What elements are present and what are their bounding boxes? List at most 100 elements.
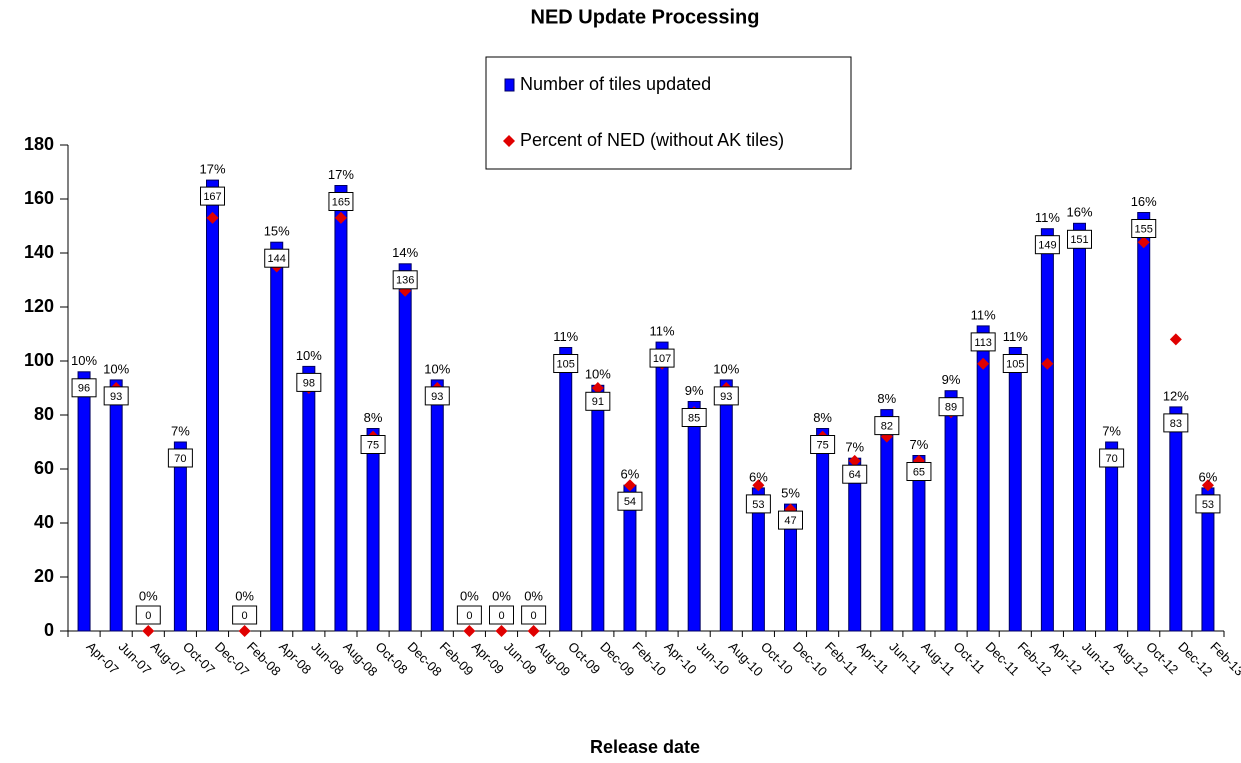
- percent-label: 8%: [364, 410, 383, 425]
- percent-label: 17%: [199, 162, 225, 177]
- x-tick-label: Dec-08: [405, 639, 445, 679]
- percent-marker: [334, 211, 347, 224]
- value-label-box: [521, 605, 547, 625]
- percent-label: 6%: [749, 469, 768, 484]
- percent-label: 10%: [713, 361, 739, 376]
- y-tick-label: 0: [44, 620, 54, 640]
- value-label-box: [842, 464, 868, 484]
- value-label-box: [649, 348, 675, 368]
- bar: [591, 384, 605, 632]
- bar: [1105, 441, 1119, 632]
- value-label-box: [681, 408, 707, 427]
- bar: [559, 347, 573, 632]
- value-label: 93: [720, 391, 732, 403]
- value-label-box: [456, 605, 482, 625]
- y-tick-label: 60: [34, 458, 54, 478]
- value-label-box: [713, 386, 739, 406]
- value-label-box: [328, 192, 354, 211]
- x-tick-label: Jun-12: [1079, 639, 1118, 678]
- bar: [173, 441, 187, 632]
- x-tick-label: Oct-10: [758, 639, 796, 677]
- value-label: 89: [945, 402, 957, 414]
- percent-marker: [977, 357, 990, 370]
- value-label: 149: [1038, 240, 1056, 252]
- percent-label: 11%: [650, 324, 675, 339]
- bar: [1169, 406, 1183, 632]
- value-label-box: [360, 435, 386, 454]
- value-label-box: [1195, 494, 1221, 514]
- value-label-box: [553, 354, 579, 373]
- legend-label: Percent of NED (without AK tiles): [520, 130, 784, 150]
- value-label: 136: [396, 275, 414, 287]
- value-label-box: [906, 462, 932, 481]
- value-label: 113: [974, 337, 992, 349]
- bar: [77, 371, 91, 632]
- percent-label: 5%: [781, 486, 800, 501]
- y-tick-label: 120: [24, 296, 54, 316]
- value-label-box: [167, 448, 193, 468]
- x-tick-label: Feb-09: [437, 639, 477, 679]
- value-label: 144: [268, 253, 286, 265]
- percent-label: 7%: [845, 440, 864, 455]
- percent-marker: [1041, 357, 1054, 370]
- value-label: 105: [557, 358, 575, 370]
- bar: [1008, 347, 1022, 632]
- percent-label: 0%: [492, 588, 511, 603]
- percent-label: 8%: [877, 391, 896, 406]
- x-tick-label: Oct-11: [951, 639, 989, 677]
- percent-label: 9%: [685, 383, 704, 398]
- percent-marker: [1201, 479, 1214, 492]
- x-tick-label: Apr-07: [84, 639, 122, 677]
- percent-marker: [591, 382, 604, 394]
- value-label: 96: [78, 383, 90, 395]
- y-tick-label: 180: [24, 134, 54, 154]
- value-label-box: [103, 386, 129, 406]
- bar: [398, 263, 412, 632]
- chart-title: NED Update Processing: [531, 6, 760, 28]
- value-label-box: [810, 435, 836, 454]
- value-label: 155: [1135, 223, 1153, 235]
- value-label: 98: [303, 377, 315, 389]
- bar: [334, 185, 348, 632]
- bar: [109, 379, 123, 632]
- x-tick-label: Jun-08: [308, 639, 347, 678]
- percent-label: 10%: [424, 361, 450, 376]
- bar: [944, 390, 958, 632]
- percent-label: 0%: [460, 588, 479, 603]
- percent-marker: [623, 479, 636, 492]
- x-tick-label: Apr-10: [662, 639, 700, 677]
- bar: [1073, 222, 1086, 632]
- bar: [366, 428, 380, 632]
- x-tick-label: Aug-11: [918, 639, 958, 679]
- percent-label: 8%: [813, 410, 832, 425]
- percent-marker: [752, 479, 765, 492]
- value-label: 70: [174, 453, 186, 465]
- x-tick-label: Feb-12: [1015, 639, 1055, 679]
- percent-marker: [142, 625, 155, 637]
- percent-label: 9%: [942, 372, 961, 387]
- percent-marker: [463, 625, 476, 637]
- value-label: 91: [592, 396, 604, 408]
- y-tick-label: 140: [24, 242, 54, 262]
- x-tick-label: Feb-11: [822, 639, 861, 678]
- bar: [880, 409, 894, 632]
- x-tick-label: Oct-08: [373, 639, 411, 677]
- bar: [430, 379, 444, 632]
- percent-label: 0%: [235, 588, 254, 603]
- x-tick-label: Feb-08: [244, 639, 284, 679]
- x-tick-label: Apr-08: [276, 639, 314, 677]
- bar: [1040, 228, 1054, 632]
- percent-marker: [1169, 333, 1182, 346]
- percent-label: 11%: [1035, 210, 1060, 225]
- value-label-box: [71, 378, 97, 398]
- x-tick-label: Feb-10: [629, 639, 669, 679]
- x-tick-label: Dec-07: [212, 639, 252, 679]
- value-label: 53: [752, 499, 764, 511]
- value-label: 75: [816, 439, 828, 451]
- value-label: 0: [498, 610, 504, 622]
- x-tick-label: Aug-12: [1111, 639, 1151, 679]
- x-tick-label: Dec-11: [983, 639, 1023, 679]
- value-label: 105: [1006, 358, 1024, 370]
- value-label-box: [392, 270, 418, 290]
